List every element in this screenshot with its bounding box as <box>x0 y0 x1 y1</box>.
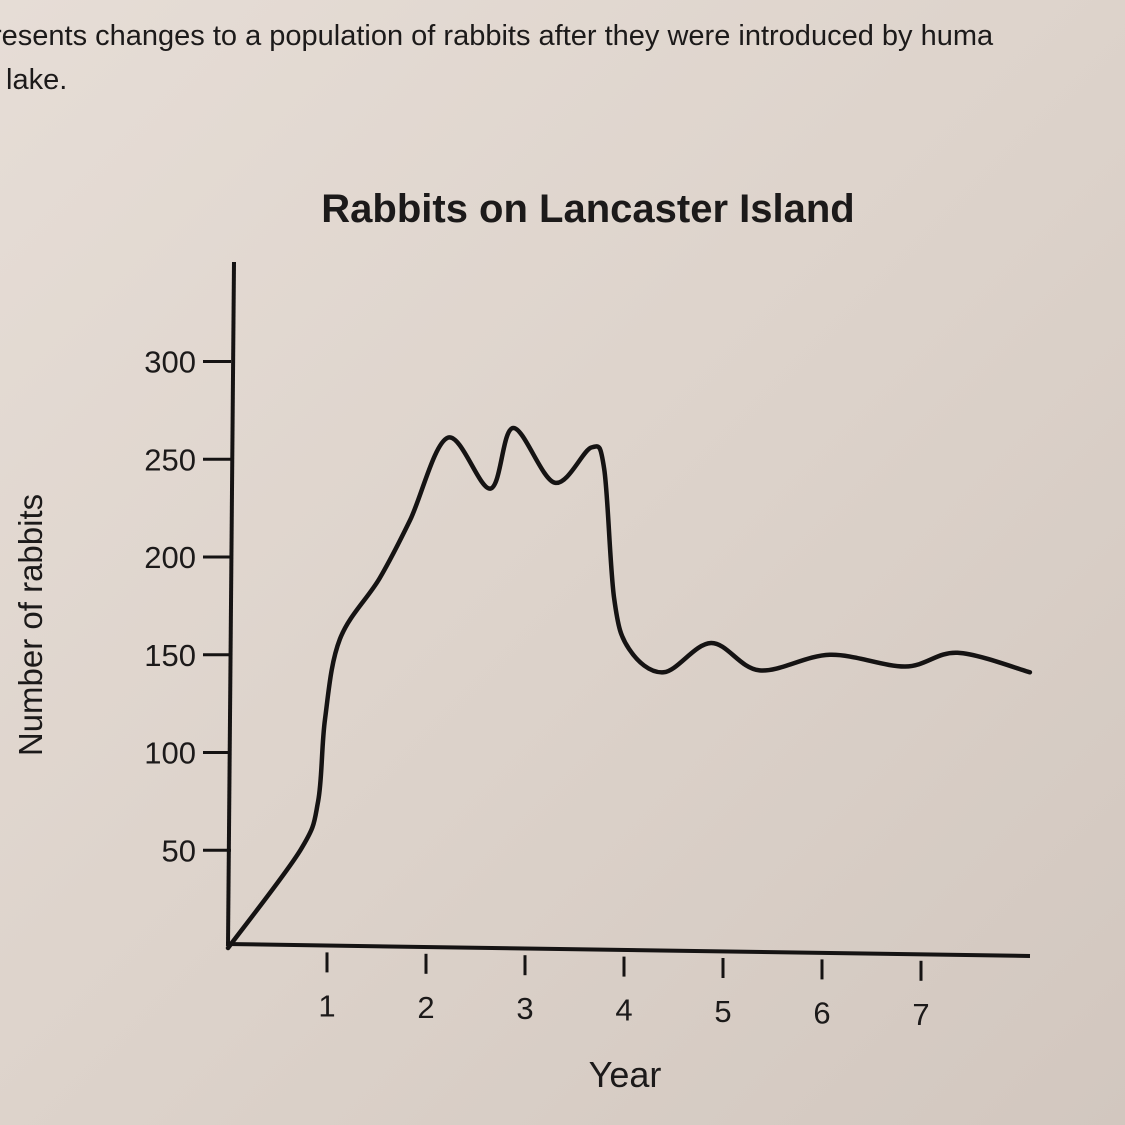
y-axis-line <box>226 261 236 947</box>
y-tick-label: 50 <box>162 833 196 868</box>
intro-line-1: resents changes to a population of rabbi… <box>0 20 994 52</box>
y-tick-label: 250 <box>144 442 196 477</box>
x-axis-label: Year <box>589 1054 662 1095</box>
y-axis-label: Number of rabbits <box>12 494 49 756</box>
x-tick-label: 2 <box>417 990 434 1025</box>
y-tick-label: 100 <box>144 736 196 771</box>
x-axis-line <box>225 942 1031 958</box>
y-tick-label: 300 <box>144 345 196 380</box>
x-tick-label: 5 <box>714 994 731 1029</box>
intro-paragraph: resents changes to a population of rabbi… <box>0 14 993 102</box>
x-tick-label: 3 <box>516 991 533 1026</box>
chart-title: Rabbits on Lancaster Island <box>321 187 854 231</box>
intro-line-2: lake. <box>6 64 68 96</box>
y-tick-label: 200 <box>144 540 196 575</box>
y-tick-label: 150 <box>144 638 196 673</box>
x-tick-label: 4 <box>615 993 632 1028</box>
rabbit-population-line <box>225 425 1033 951</box>
x-tick-label: 7 <box>912 997 929 1032</box>
x-tick-label: 6 <box>813 995 830 1030</box>
x-tick-label: 1 <box>318 988 335 1023</box>
